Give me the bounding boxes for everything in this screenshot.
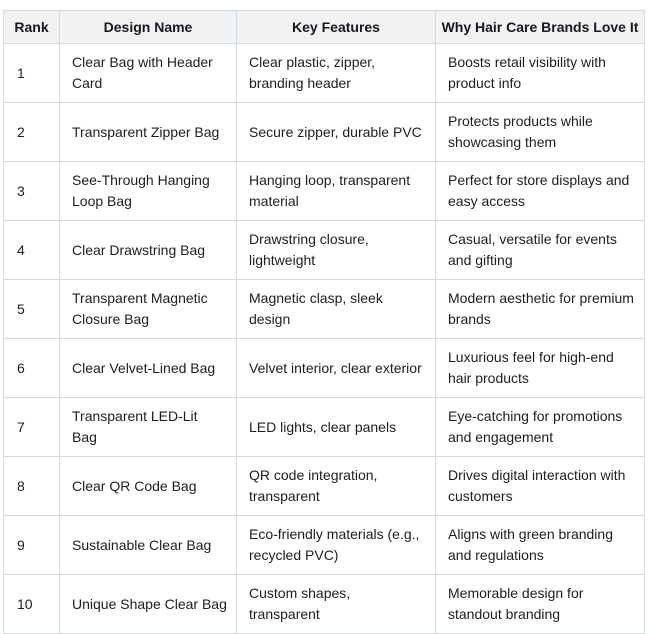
cell-design-name: Transparent LED-Lit Bag	[59, 397, 237, 457]
cell-why: Luxurious feel for high-end hair product…	[435, 338, 645, 398]
table-row: 6 Clear Velvet-Lined Bag Velvet interior…	[3, 338, 645, 398]
table-row: 4 Clear Drawstring Bag Drawstring closur…	[3, 220, 645, 280]
cell-why: Modern aesthetic for premium brands	[435, 279, 645, 339]
cell-why: Aligns with green branding and regulatio…	[435, 515, 645, 575]
column-header-key-features: Key Features	[236, 10, 436, 44]
cell-rank: 9	[3, 515, 60, 575]
cell-rank: 8	[3, 456, 60, 516]
table-body: 1 Clear Bag with Header Card Clear plast…	[3, 43, 645, 634]
cell-key-features: Eco-friendly materials (e.g., recycled P…	[236, 515, 436, 575]
table-row: 10 Unique Shape Clear Bag Custom shapes,…	[3, 574, 645, 634]
column-header-design-name: Design Name	[59, 10, 237, 44]
cell-design-name: Transparent Zipper Bag	[59, 102, 237, 162]
cell-why: Drives digital interaction with customer…	[435, 456, 645, 516]
cell-design-name: Clear Drawstring Bag	[59, 220, 237, 280]
column-header-rank: Rank	[3, 10, 60, 44]
table-row: 8 Clear QR Code Bag QR code integration,…	[3, 456, 645, 516]
cell-rank: 10	[3, 574, 60, 634]
cell-key-features: Magnetic clasp, sleek design	[236, 279, 436, 339]
cell-why: Eye-catching for promotions and engageme…	[435, 397, 645, 457]
cell-design-name: See-Through Hanging Loop Bag	[59, 161, 237, 221]
cell-why: Casual, versatile for events and gifting	[435, 220, 645, 280]
cell-rank: 1	[3, 43, 60, 103]
cell-design-name: Clear QR Code Bag	[59, 456, 237, 516]
cell-design-name: Sustainable Clear Bag	[59, 515, 237, 575]
cell-design-name: Clear Bag with Header Card	[59, 43, 237, 103]
cell-rank: 6	[3, 338, 60, 398]
table-row: 2 Transparent Zipper Bag Secure zipper, …	[3, 102, 645, 162]
cell-design-name: Transparent Magnetic Closure Bag	[59, 279, 237, 339]
header-row: Rank Design Name Key Features Why Hair C…	[3, 10, 645, 44]
cell-key-features: Hanging loop, transparent material	[236, 161, 436, 221]
table-row: 5 Transparent Magnetic Closure Bag Magne…	[3, 279, 645, 339]
cell-key-features: QR code integration, transparent	[236, 456, 436, 516]
column-header-why: Why Hair Care Brands Love It	[435, 10, 645, 44]
bag-designs-table: Rank Design Name Key Features Why Hair C…	[3, 10, 645, 634]
bag-designs-table-container: Rank Design Name Key Features Why Hair C…	[3, 10, 645, 634]
cell-rank: 5	[3, 279, 60, 339]
cell-design-name: Clear Velvet-Lined Bag	[59, 338, 237, 398]
cell-why: Protects products while showcasing them	[435, 102, 645, 162]
cell-why: Perfect for store displays and easy acce…	[435, 161, 645, 221]
cell-key-features: Secure zipper, durable PVC	[236, 102, 436, 162]
table-header: Rank Design Name Key Features Why Hair C…	[3, 10, 645, 44]
cell-design-name: Unique Shape Clear Bag	[59, 574, 237, 634]
cell-key-features: Custom shapes, transparent	[236, 574, 436, 634]
cell-key-features: Drawstring closure, lightweight	[236, 220, 436, 280]
cell-rank: 7	[3, 397, 60, 457]
cell-key-features: LED lights, clear panels	[236, 397, 436, 457]
cell-rank: 3	[3, 161, 60, 221]
table-row: 9 Sustainable Clear Bag Eco-friendly mat…	[3, 515, 645, 575]
table-row: 1 Clear Bag with Header Card Clear plast…	[3, 43, 645, 103]
cell-rank: 2	[3, 102, 60, 162]
cell-why: Boosts retail visibility with product in…	[435, 43, 645, 103]
cell-rank: 4	[3, 220, 60, 280]
cell-why: Memorable design for standout branding	[435, 574, 645, 634]
table-row: 3 See-Through Hanging Loop Bag Hanging l…	[3, 161, 645, 221]
cell-key-features: Clear plastic, zipper, branding header	[236, 43, 436, 103]
table-row: 7 Transparent LED-Lit Bag LED lights, cl…	[3, 397, 645, 457]
cell-key-features: Velvet interior, clear exterior	[236, 338, 436, 398]
